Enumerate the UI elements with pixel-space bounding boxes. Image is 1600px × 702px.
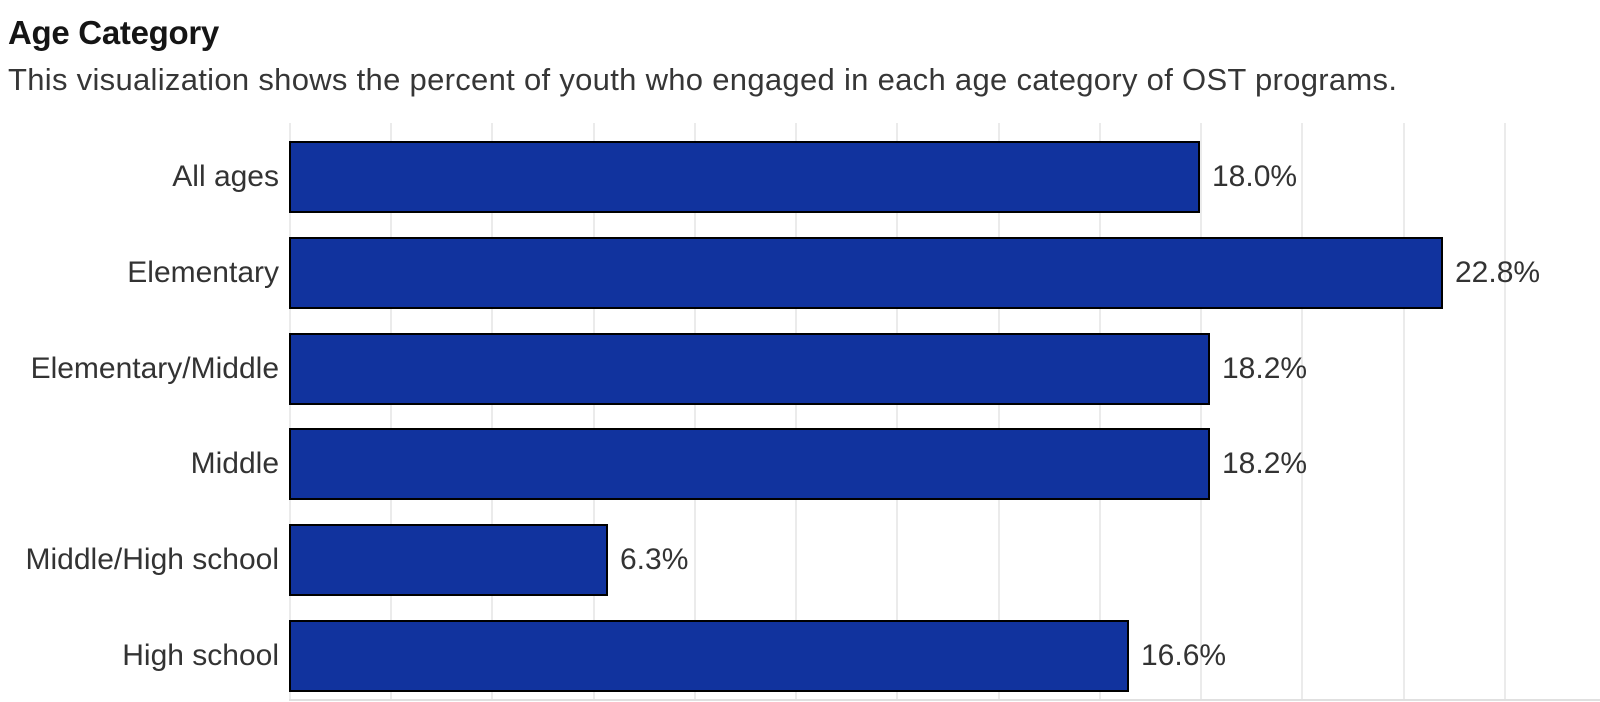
bar-elementary[interactable]: [289, 237, 1443, 309]
gridline: [592, 123, 595, 701]
bar-high-school[interactable]: [289, 620, 1129, 692]
category-label-middle: Middle: [190, 447, 279, 480]
category-label-elementary: Elementary: [127, 256, 279, 289]
plot-area: 18.0% 22.8% 18.2% 18.2% 6.3% 16.6%: [289, 123, 1600, 701]
category-label-all-ages: All ages: [172, 160, 279, 193]
gridline: [1200, 123, 1203, 701]
value-label-elementary: 22.8%: [1455, 256, 1541, 289]
gridline: [795, 123, 798, 701]
gridline: [997, 123, 1000, 701]
category-label-elementary-middle: Elementary/Middle: [30, 352, 279, 385]
category-label-high-school: High school: [122, 639, 279, 672]
gridline: [1503, 123, 1506, 701]
chart-subtitle: This visualization shows the percent of …: [8, 62, 1398, 97]
category-label-middle-high-school: Middle/High school: [25, 543, 279, 576]
gridline: [1098, 123, 1101, 701]
bar-elementary-middle[interactable]: [289, 333, 1210, 405]
value-label-elementary-middle: 18.2%: [1222, 352, 1308, 385]
gridline: [896, 123, 899, 701]
x-axis-baseline: [289, 699, 1600, 701]
value-label-high-school: 16.6%: [1141, 639, 1227, 672]
gridline: [390, 123, 393, 701]
gridline: [1301, 123, 1304, 701]
value-label-all-ages: 18.0%: [1212, 160, 1298, 193]
chart-title: Age Category: [8, 14, 219, 51]
value-label-middle: 18.2%: [1222, 447, 1308, 480]
value-label-middle-high-school: 6.3%: [620, 543, 689, 576]
gridline: [289, 123, 291, 701]
gridline: [693, 123, 696, 701]
gridline: [491, 123, 494, 701]
bar-middle[interactable]: [289, 428, 1210, 500]
gridline: [1402, 123, 1405, 701]
bar-all-ages[interactable]: [289, 141, 1200, 213]
bar-middle-high-school[interactable]: [289, 524, 608, 596]
